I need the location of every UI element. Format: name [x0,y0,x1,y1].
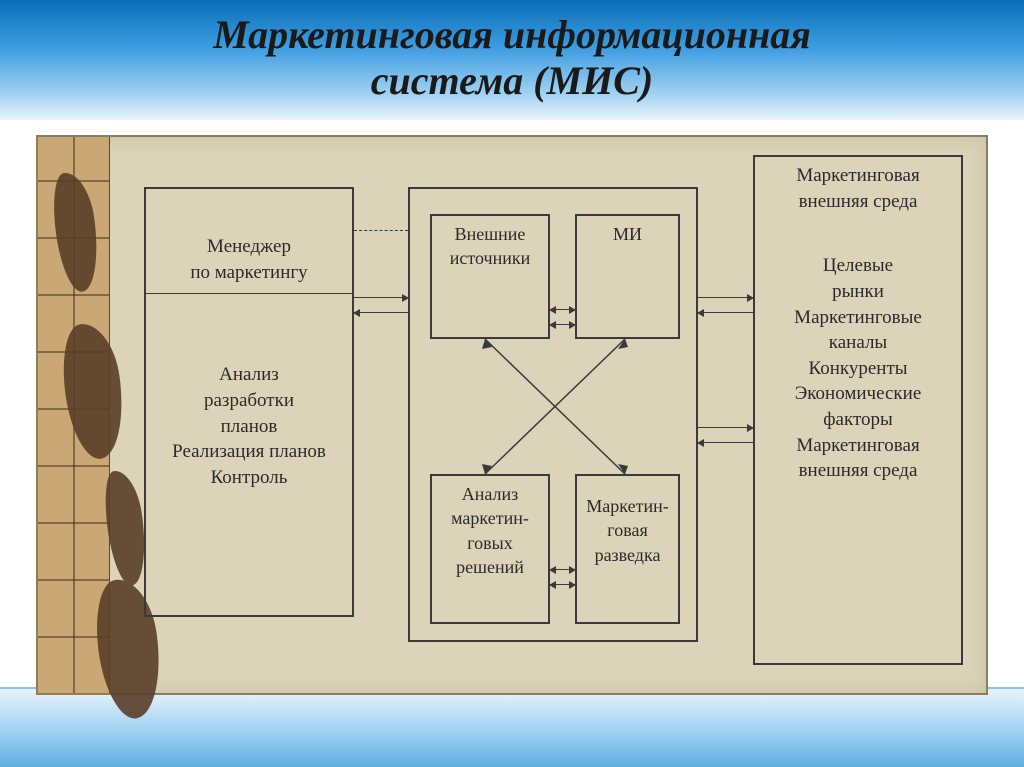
node-manager: Менеджерпо маркетингу Анализразработкипл… [144,187,354,617]
node-environment-header: Маркетинговаявнешняя среда [755,157,961,225]
edge-right-to-center-2 [698,442,753,443]
node-external-sources: Внешниеисточники [430,214,550,339]
node-intelligence: Маркетин-говаяразведка [575,474,680,624]
edge-center-to-left-1 [354,312,408,313]
page-title: Маркетинговая информационнаясистема (МИС… [0,12,1024,104]
node-external-sources-label: Внешниеисточники [432,216,548,277]
decorative-map-strip [38,137,110,693]
edge-cross [450,339,660,474]
background-water [0,687,1024,767]
node-environment: Маркетинговаявнешняя среда ЦелевыерынкиМ… [753,155,963,665]
node-environment-body: ЦелевыерынкиМаркетинговыеканалыКонкурент… [755,225,961,492]
node-center-container: Внешниеисточники МИ Анализмаркетин-говых… [408,187,698,642]
node-mi: МИ [575,214,680,339]
edge-top-inner2 [550,324,575,325]
edge-center-to-right-2 [698,427,753,428]
node-analysis-label: Анализмаркетин-говыхрешений [432,476,548,585]
edge-left-to-center-1 [354,297,408,298]
node-mi-label: МИ [577,216,678,252]
edge-dashed [354,230,408,231]
node-manager-body: АнализразработкиплановРеализация плановК… [146,302,352,500]
edge-bot-inner [550,569,575,570]
diagram-panel: Менеджерпо маркетингу Анализразработкипл… [36,135,988,695]
node-analysis: Анализмаркетин-говыхрешений [430,474,550,624]
edge-right-to-center-1 [698,312,753,313]
node-intelligence-label: Маркетин-говаяразведка [577,476,678,585]
edge-bot-inner2 [550,584,575,585]
edge-top-inner [550,309,575,310]
edge-center-to-right-1 [698,297,753,298]
node-manager-header: Менеджерпо маркетингу [146,189,352,294]
